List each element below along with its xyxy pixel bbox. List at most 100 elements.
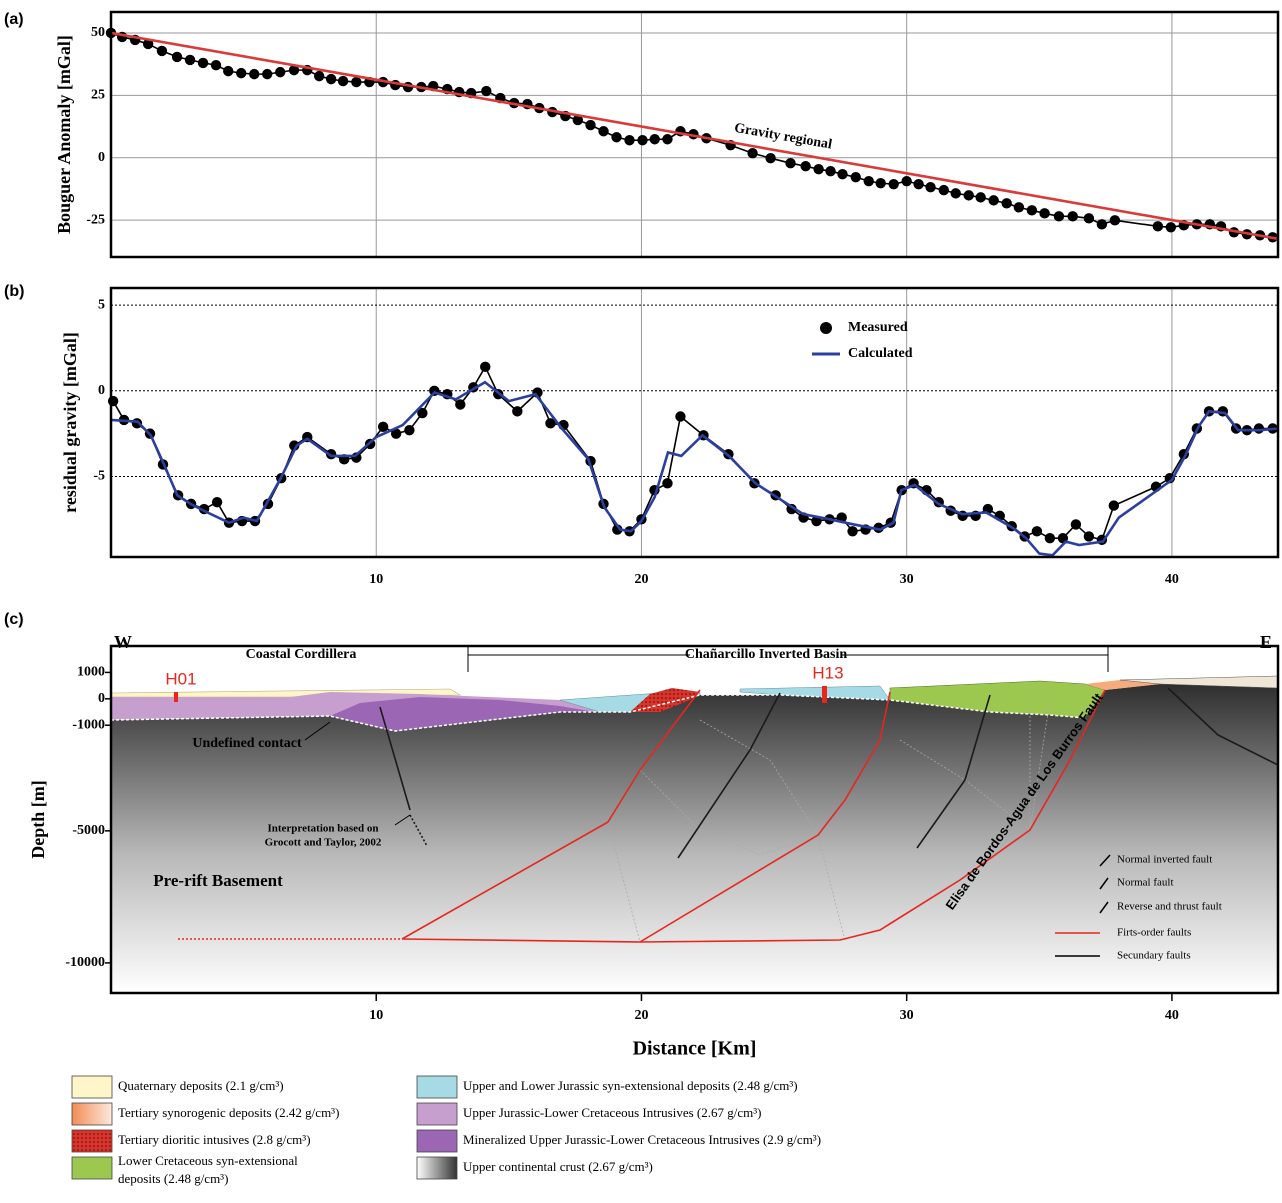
basement-label: Pre-rift Basement — [153, 871, 283, 890]
legend-marker — [820, 322, 832, 334]
y-axis-label: Depth [m] — [28, 780, 48, 859]
legend-label: Measured — [848, 320, 908, 335]
coastal-label: Coastal Cordillera — [246, 647, 357, 662]
point — [404, 425, 414, 435]
point — [1084, 213, 1094, 223]
interp-label: Grocott and Taylor, 2002 — [265, 837, 382, 849]
well-label: H13 — [812, 663, 843, 682]
point — [172, 52, 182, 62]
point — [481, 86, 491, 96]
series-line — [111, 33, 1278, 239]
y-tick-label: 0 — [98, 691, 105, 706]
plot-frame — [111, 288, 1278, 557]
x-tick-label: 40 — [1165, 572, 1179, 587]
unit-swatch — [417, 1130, 457, 1152]
point — [1027, 205, 1037, 215]
figure: W E Coastal Cordillera Chañarcillo Inver… — [0, 0, 1282, 1203]
point — [1110, 215, 1120, 225]
point — [800, 161, 810, 171]
unit-swatch — [72, 1157, 112, 1179]
east-label: E — [1260, 632, 1272, 652]
fault-legend-label: Normal fault — [1117, 877, 1174, 889]
point — [1071, 519, 1081, 529]
unit-label: Tertiary synorogenic deposits (2.42 g/cm… — [118, 1105, 339, 1120]
point — [1068, 211, 1078, 221]
point — [1097, 219, 1107, 229]
unit-swatch — [72, 1130, 112, 1152]
point — [624, 135, 634, 145]
series-line — [111, 382, 1278, 555]
point — [480, 362, 490, 372]
point — [925, 182, 935, 192]
point — [108, 396, 118, 406]
y-tick-label: 50 — [91, 25, 105, 40]
series-annotation: Gravity regional — [733, 121, 833, 153]
point — [223, 66, 233, 76]
well-label: H01 — [165, 669, 196, 688]
point — [747, 148, 757, 158]
point — [262, 69, 272, 79]
point — [326, 74, 336, 84]
point — [913, 179, 923, 189]
point — [211, 60, 221, 70]
point — [338, 76, 348, 86]
point — [939, 185, 949, 195]
point — [198, 58, 208, 68]
point — [837, 169, 847, 179]
point — [662, 134, 672, 144]
point — [875, 178, 885, 188]
point — [1039, 208, 1049, 218]
point — [864, 176, 874, 186]
point — [1014, 202, 1024, 212]
point — [249, 69, 259, 79]
unit-swatch — [72, 1103, 112, 1125]
y-axis-label: residual gravity [mGal] — [60, 332, 80, 513]
unit-swatch — [72, 1076, 112, 1098]
point — [1153, 221, 1163, 231]
point — [675, 411, 685, 421]
well-h01 — [174, 692, 178, 702]
unit-label: Upper continental crust (2.67 g/cm³) — [463, 1159, 653, 1174]
unit-label: Tertiary dioritic intusives (2.8 g/cm³) — [118, 1132, 311, 1147]
x-tick-label: 40 — [1165, 1008, 1179, 1023]
point — [455, 399, 465, 409]
unit-label: Lower Cretaceous syn-extensional — [118, 1153, 298, 1168]
y-tick-label: 25 — [91, 88, 105, 103]
point — [847, 526, 857, 536]
y-tick-label: -1000 — [72, 717, 105, 732]
point — [1084, 531, 1094, 541]
point — [1254, 423, 1264, 433]
point — [1166, 222, 1176, 232]
panel-label: (c) — [4, 611, 24, 628]
unit-swatch — [417, 1076, 457, 1098]
x-tick-label: 30 — [900, 1008, 914, 1023]
point — [662, 478, 672, 488]
unit-label: Upper and Lower Jurassic syn-extensional… — [463, 1078, 798, 1093]
y-tick-label: 0 — [98, 383, 105, 398]
point — [650, 134, 660, 144]
point — [988, 195, 998, 205]
y-tick-label: 1000 — [77, 665, 105, 680]
point — [785, 158, 795, 168]
point — [236, 68, 246, 78]
interp-label: Interpretation based on — [267, 823, 378, 835]
unit-label: Quaternary deposits (2.1 g/cm³) — [118, 1078, 284, 1093]
point — [825, 166, 835, 176]
point — [314, 71, 324, 81]
point — [765, 153, 775, 163]
x-tick-label: 30 — [900, 572, 914, 587]
point — [813, 164, 823, 174]
point — [378, 422, 388, 432]
legend-label: Calculated — [848, 346, 913, 361]
point — [598, 126, 608, 136]
point — [157, 46, 167, 56]
point — [964, 190, 974, 200]
unit-swatch — [417, 1103, 457, 1125]
point — [212, 497, 222, 507]
point — [185, 55, 195, 65]
point — [611, 132, 621, 142]
unit-swatch — [417, 1157, 457, 1179]
fault-legend-label: Reverse and thrust fault — [1117, 901, 1222, 913]
y-axis-label: Bouguer Anomaly [mGal] — [54, 35, 74, 234]
unit-label: Mineralized Upper Jurassic-Lower Cretace… — [463, 1132, 821, 1147]
